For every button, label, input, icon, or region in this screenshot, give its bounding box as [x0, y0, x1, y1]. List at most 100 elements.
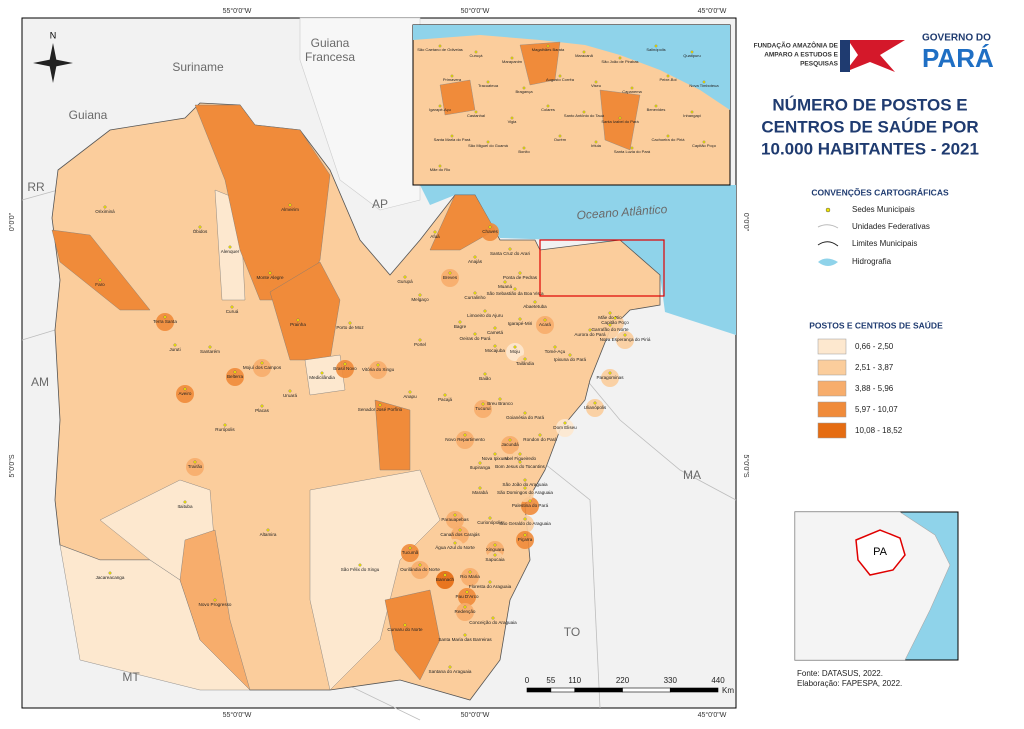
municipality-area	[156, 313, 174, 331]
municipality-label: Nova Esperança do Piriá	[600, 337, 651, 342]
inset-label: Quatipuru	[683, 53, 701, 58]
convention-item: Hidrografia	[852, 257, 892, 266]
inset-label: Nova Timboteua	[689, 83, 719, 88]
municipal-seat	[403, 275, 407, 279]
municipality-label: Anapu	[403, 394, 417, 399]
inset-municipality	[439, 41, 641, 151]
inset-label: Salinópolis	[646, 47, 665, 52]
municipality-area	[369, 361, 387, 379]
municipality-label: Piçarra	[518, 537, 533, 542]
municipal-seat	[523, 486, 527, 490]
municipal-seat	[478, 461, 482, 465]
scale-label: 220	[616, 676, 630, 685]
municipal-seat	[443, 573, 447, 577]
municipality-area	[304, 354, 346, 396]
inset-extent	[539, 239, 665, 297]
municipality-label: Moju	[510, 349, 520, 354]
municipality-label: Itupiranga	[470, 465, 491, 470]
municipality-area	[176, 385, 194, 403]
municipal-seat	[493, 543, 497, 547]
municipality-label: Santarém	[200, 349, 220, 354]
legend-swatch	[817, 380, 847, 397]
municipal-seat	[376, 363, 380, 367]
scale-segment	[622, 687, 671, 693]
municipal-seat	[486, 80, 490, 84]
municipal-seat	[474, 110, 478, 114]
municipal-seat	[493, 344, 497, 348]
municipality-label: São João do Araguaia	[502, 482, 548, 487]
municipality-area	[466, 330, 484, 348]
municipality-label: Ourilândia do Norte	[400, 567, 440, 572]
municipality-label: Paragominas	[596, 375, 624, 380]
municipality-label: Juruti	[169, 347, 180, 352]
municipal-seat	[320, 371, 324, 375]
scale-label: 0	[525, 676, 530, 685]
municipality-label: Dom Eliseu	[553, 425, 577, 430]
municipality-area	[491, 395, 509, 413]
municipality-area	[531, 431, 549, 449]
municipal-seat	[198, 225, 202, 229]
municipal-seat	[513, 345, 517, 349]
municipal-seat	[533, 300, 537, 304]
municipal-seat	[608, 323, 612, 327]
municipal-seat	[522, 146, 526, 150]
municipal-seat	[260, 361, 264, 365]
municipal-seat	[448, 665, 452, 669]
municipality-area	[506, 343, 524, 361]
municipality-label: Muaná	[498, 284, 512, 289]
municipality-area	[506, 285, 524, 303]
municipality-area	[194, 104, 331, 301]
municipality-area	[186, 458, 204, 476]
municipal-seat	[463, 605, 467, 609]
municipality-area	[486, 450, 504, 468]
municipal-seat	[438, 44, 442, 48]
municipality-label: Trairão	[188, 464, 203, 469]
municipality-area	[516, 515, 534, 533]
inset-label: Bonito	[518, 149, 530, 154]
municipal-seat	[473, 291, 477, 295]
municipality-area	[253, 402, 271, 420]
municipal-seat	[438, 104, 442, 108]
municipal-seat	[523, 517, 527, 521]
municipality-label: Curuá	[226, 309, 239, 314]
municipal-seat	[228, 245, 232, 249]
municipality-area	[556, 419, 574, 437]
municipality-area	[466, 289, 484, 307]
municipality-label: Monte Alegre	[256, 275, 284, 280]
municipality-label: Afuá	[430, 234, 440, 239]
municipal-seat	[630, 86, 634, 90]
municipality-label: Brasil Novo	[333, 366, 357, 371]
municipal-seat	[488, 516, 492, 520]
municipal-seat	[623, 333, 627, 337]
municipality-label: Novo Repartimento	[445, 437, 485, 442]
municipality-area	[253, 359, 271, 377]
legend-label: 2,51 - 3,87	[855, 363, 894, 372]
municipal-seat	[523, 411, 527, 415]
municipality-area	[581, 326, 599, 344]
municipality-label: Marabá	[472, 490, 488, 495]
scale-segment	[669, 687, 719, 693]
municipality-area	[96, 203, 114, 221]
municipal-seat	[618, 56, 622, 60]
municipal-seat	[503, 280, 507, 284]
inset-label: Tracuateua	[478, 83, 499, 88]
municipality-label: Rurópolis	[215, 427, 235, 432]
municipality-label: Pacajá	[438, 397, 452, 402]
legend-label: 3,88 - 5,96	[855, 384, 894, 393]
municipality-area	[481, 578, 499, 596]
municipal-seat	[510, 56, 514, 60]
municipality-label: Parauapebas	[441, 517, 469, 522]
municipal-seat	[523, 357, 527, 361]
municipality-area	[458, 588, 476, 606]
graticule-label: 45°0'0"W	[698, 711, 727, 719]
municipality-area	[411, 561, 429, 579]
municipal-seat	[553, 345, 557, 349]
inset-label: Magalhães Barata	[532, 47, 565, 52]
municipality-label: Oeiras do Pará	[460, 336, 491, 341]
municipal-seat	[594, 80, 598, 84]
convention-item: Sedes Municipais	[852, 205, 915, 214]
locator-map: PA	[794, 511, 959, 661]
municipal-seat	[522, 86, 526, 90]
municipal-seat	[613, 316, 617, 320]
